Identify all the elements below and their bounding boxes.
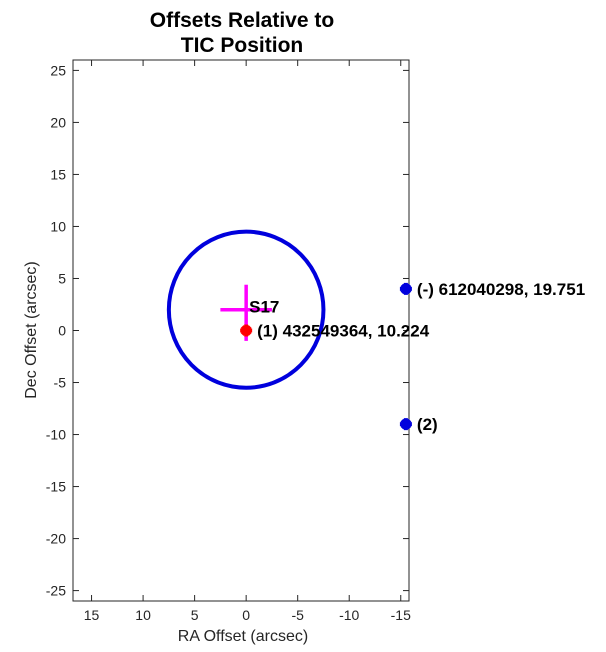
star-marker: [240, 324, 253, 337]
x-tick-label: -15: [391, 607, 411, 623]
y-tick-label: 20: [50, 114, 66, 130]
star-marker: [399, 282, 412, 295]
star-label: (-) 612040298, 19.751: [417, 280, 585, 299]
chart-title-line-1: Offsets Relative to: [150, 9, 334, 32]
y-tick-label: 5: [58, 270, 66, 286]
star-marker: [399, 418, 412, 431]
chart-marks: (1) 432549364, 10.224 (-) 612040298, 19.7…: [166, 229, 585, 434]
aperture-circle: [166, 229, 326, 390]
y-tick-label: 10: [50, 218, 66, 234]
y-tick-label: -15: [46, 479, 66, 495]
x-tick-label: -5: [291, 607, 304, 623]
star-label: (1) 432549364, 10.224: [257, 322, 430, 341]
chart-title: Offsets Relative to TIC Position: [150, 9, 334, 57]
y-tick-label: -10: [46, 427, 66, 443]
y-tick-label: 15: [50, 166, 66, 182]
x-tick-label: 10: [135, 607, 151, 623]
x-axis-label: RA Offset (arcsec): [178, 628, 308, 645]
x-tick-label: 15: [84, 607, 100, 623]
y-tick-label: 25: [50, 62, 66, 78]
y-axis: 25 20 15 10 5 0 -5 -10 -15 -20 -25: [46, 62, 409, 599]
y-tick-label: -25: [46, 583, 66, 599]
y-tick-label: -20: [46, 531, 66, 547]
y-tick-label: 0: [58, 323, 66, 339]
centroid-label: S17: [249, 298, 279, 317]
chart-title-line-2: TIC Position: [181, 34, 304, 57]
y-axis-label: Dec Offset (arcsec): [23, 261, 40, 399]
y-tick-label: -5: [54, 375, 67, 391]
x-axis: 15 10 5 0 -5 -10 -15: [84, 60, 411, 623]
x-tick-label: 0: [242, 607, 250, 623]
x-tick-label: -10: [339, 607, 359, 623]
x-tick-label: 5: [191, 607, 199, 623]
star-label: (2): [417, 415, 438, 434]
